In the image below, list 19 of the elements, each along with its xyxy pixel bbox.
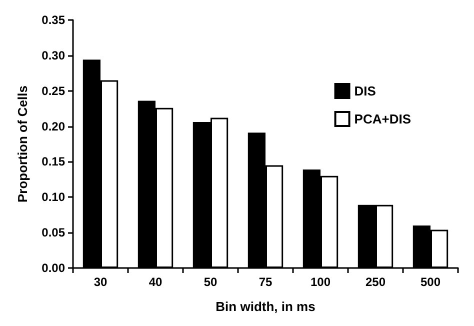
x-tick-label: 250 <box>365 275 386 289</box>
legend-label: DIS <box>354 84 376 98</box>
legend-label: PCA+DIS <box>354 112 412 126</box>
x-tick-label: 100 <box>310 275 331 289</box>
y-tick-label: 0.10 <box>42 190 66 204</box>
y-tick-label: 0.15 <box>42 154 66 169</box>
x-tick-label: 50 <box>204 275 218 289</box>
x-tick-label: 30 <box>94 275 108 289</box>
x-tick-label: 500 <box>420 275 441 289</box>
y-tick-label: 0.00 <box>42 261 66 275</box>
y-tick-label: 0.30 <box>42 48 66 62</box>
x-tick-label: 40 <box>148 275 162 289</box>
y-tick-label: 0.35 <box>42 13 66 27</box>
y-tick-label: 0.05 <box>42 226 66 240</box>
y-tick-label: 0.20 <box>42 119 66 134</box>
y-axis-title: Proportion of Cells <box>15 86 30 202</box>
x-tick-label: 75 <box>258 275 272 289</box>
x-axis-title: Bin width, in ms <box>216 299 316 314</box>
y-tick-label: 0.25 <box>42 84 66 98</box>
